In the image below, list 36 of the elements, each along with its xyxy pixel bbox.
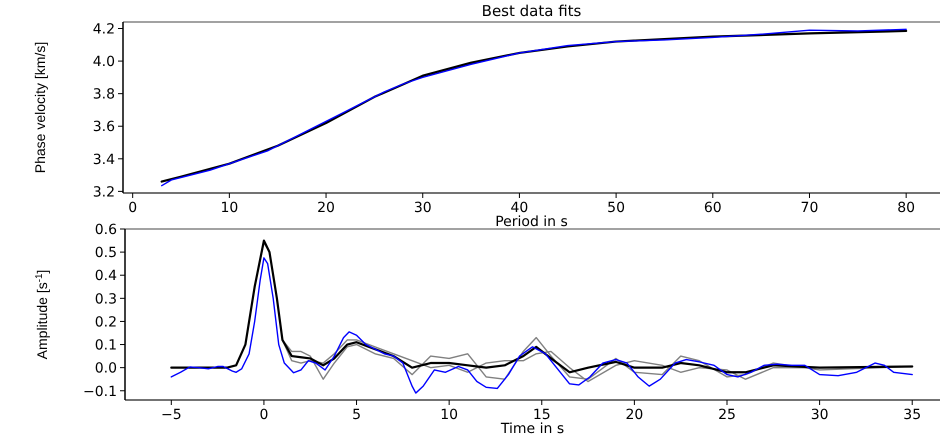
x-tick-label: 10 [220, 200, 238, 216]
y-tick-label: 0.3 [94, 291, 117, 308]
x-tick-label: 70 [800, 200, 818, 216]
x-tick-label: 30 [414, 200, 432, 216]
y-tick-label: 0.6 [94, 222, 118, 238]
x-tick-label: 40 [510, 200, 528, 216]
x-tick-label: 20 [625, 407, 644, 423]
y-tick-label: 4.2 [92, 22, 115, 38]
x-tick-label: 30 [810, 407, 829, 423]
x-tick-label: 0 [128, 200, 138, 216]
x-tick-label: 50 [607, 200, 626, 216]
x-tick-label: 5 [352, 407, 361, 423]
x-tick-label: 10 [440, 407, 458, 423]
x-tick-label: 15 [532, 407, 551, 423]
x-tick-label: 80 [897, 200, 916, 216]
y-tick-label: 0.4 [94, 268, 118, 284]
x-axis-title: Time in s [500, 421, 564, 437]
y-tick-label: 4.0 [92, 54, 115, 70]
x-tick-label: 60 [704, 200, 722, 216]
y-tick-label: 3.2 [92, 184, 115, 200]
y-tick-label: 0.0 [94, 360, 117, 377]
chart-title: Best data fits [482, 2, 582, 20]
y-axis-title: Phase velocity [km/s] [32, 42, 48, 174]
y-tick-label: 3.8 [92, 86, 115, 103]
x-tick-label: −5 [160, 407, 182, 423]
y-tick-label: 3.4 [92, 152, 116, 168]
x-tick-label: 35 [903, 407, 922, 423]
y-tick-label: 0.1 [94, 338, 117, 354]
y-tick-label: −0.1 [83, 384, 117, 400]
x-tick-label: 20 [317, 200, 335, 216]
y-tick-label: 0.5 [94, 245, 117, 262]
x-tick-label: 0 [259, 407, 268, 423]
y-tick-label: 3.6 [92, 119, 116, 136]
x-axis-title: Period in s [495, 214, 568, 230]
y-tick-label: 0.2 [94, 314, 117, 330]
x-tick-label: 25 [718, 407, 736, 423]
